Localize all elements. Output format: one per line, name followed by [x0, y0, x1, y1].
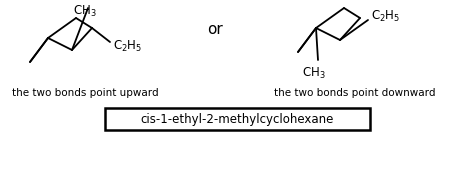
Text: C$_2$H$_5$: C$_2$H$_5$ — [113, 39, 142, 53]
Text: CH$_3$: CH$_3$ — [302, 66, 326, 81]
Bar — [105, 108, 370, 130]
Text: cis-1-ethyl-2-methylcyclohexane: cis-1-ethyl-2-methylcyclohexane — [140, 112, 334, 126]
Text: the two bonds point upward: the two bonds point upward — [12, 88, 158, 98]
Text: C$_2$H$_5$: C$_2$H$_5$ — [371, 8, 401, 24]
Text: the two bonds point downward: the two bonds point downward — [274, 88, 436, 98]
Text: or: or — [207, 23, 223, 37]
Text: CH$_3$: CH$_3$ — [73, 4, 97, 19]
